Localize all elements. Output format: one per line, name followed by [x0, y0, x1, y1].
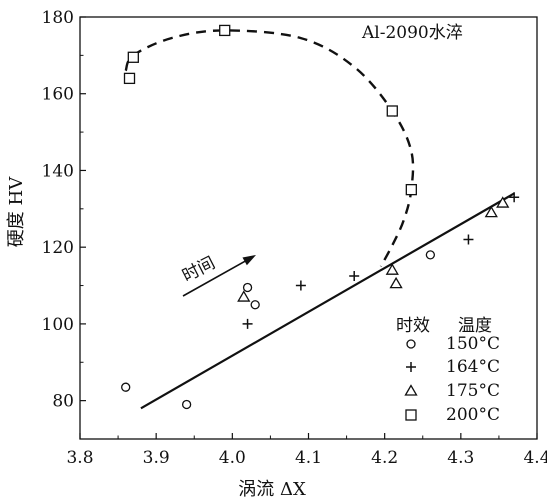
legend-marker-square — [405, 409, 417, 421]
y-tick-label: 80 — [52, 392, 74, 412]
x-tick-label: 4.4 — [523, 448, 547, 468]
legend-marker-circle — [406, 339, 416, 349]
data-point-circle — [181, 399, 192, 410]
arrow-shaft — [182, 257, 251, 297]
data-point-square — [123, 72, 136, 85]
data-point-circle — [250, 300, 260, 310]
data-point-circle — [121, 382, 131, 392]
data-point-triangle — [484, 205, 498, 218]
legend-marker-triangle — [404, 384, 418, 396]
data-point-circle — [242, 282, 253, 293]
trend-line — [140, 192, 515, 410]
data-point-square — [219, 24, 231, 37]
annotation-text: Al-2090水淬 — [361, 23, 463, 43]
y-tick-label: 120 — [42, 238, 74, 258]
x-axis-title: 涡流 ΔX — [238, 479, 306, 500]
arrow-head — [242, 255, 256, 266]
legend-label: 150°C — [446, 334, 500, 354]
arrow-label: 时间 — [179, 253, 218, 286]
legend-header-aging: 时效 — [396, 316, 430, 336]
legend-label: 200°C — [446, 405, 500, 425]
x-tick-label: 3.9 — [143, 448, 170, 468]
legend-label: 175°C — [446, 381, 500, 401]
legend: 时效 温度 150°C 164°C 175°C 200°C — [396, 316, 500, 425]
data-point-plus — [463, 234, 474, 245]
x-tick-label: 4.1 — [295, 448, 322, 468]
data-point-plus — [509, 192, 520, 203]
data-point-square — [386, 105, 398, 117]
axis-ticks: 3.8 3.9 4.0 4.1 4.2 4.3 4.4 80 100 120 140 160 180 — [42, 8, 547, 468]
y-axis-title: 硬度 HV — [6, 176, 27, 247]
data-point-triangle — [385, 263, 399, 275]
y-tick-label: 140 — [42, 161, 74, 181]
y-tick-label: 180 — [42, 8, 74, 28]
x-tick-label: 4.3 — [447, 448, 474, 468]
y-tick-label: 160 — [42, 85, 74, 105]
curves — [124, 29, 515, 410]
data-point-circle — [425, 250, 436, 260]
data-point-plus — [349, 270, 360, 281]
x-tick-label: 4.0 — [219, 448, 246, 468]
legend-label: 164°C — [446, 357, 500, 377]
legend-header-temperature: 温度 — [458, 316, 492, 336]
data-point-plus — [295, 280, 306, 291]
data-point-triangle — [496, 196, 510, 208]
data-point-plus — [242, 318, 253, 329]
data-points — [121, 24, 520, 410]
y-tick-label: 100 — [42, 315, 74, 335]
data-point-triangle — [237, 290, 251, 302]
x-tick-label: 4.2 — [371, 448, 398, 468]
data-point-square — [405, 183, 417, 196]
dashed-curve — [124, 29, 415, 267]
data-point-triangle — [389, 276, 403, 289]
x-tick-label: 3.8 — [66, 448, 93, 468]
legend-marker-plus — [406, 362, 416, 372]
data-point-square — [127, 51, 139, 63]
